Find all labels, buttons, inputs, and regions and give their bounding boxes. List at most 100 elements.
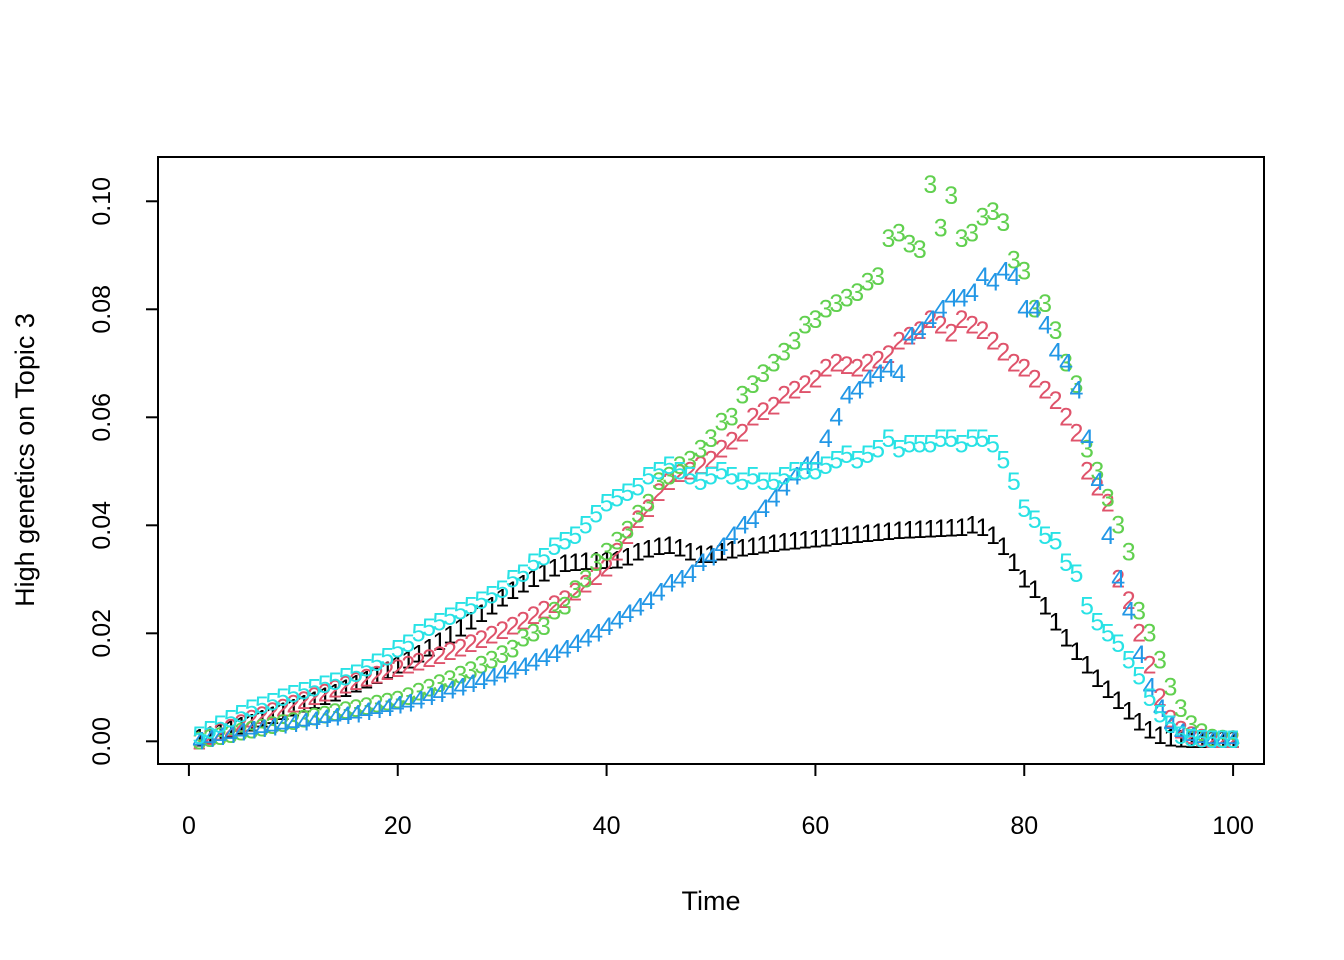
data-point-series-5: 5 xyxy=(673,457,687,485)
data-point-series-5: 5 xyxy=(464,592,478,620)
data-point-series-5: 5 xyxy=(902,430,916,458)
data-point-series-1: 1 xyxy=(882,518,896,546)
data-point-series-2: 2 xyxy=(537,597,551,625)
data-point-series-5: 5 xyxy=(840,441,854,469)
x-tick-label: 80 xyxy=(1010,812,1038,840)
data-point-series-3: 3 xyxy=(1111,511,1125,539)
data-point-series-3: 3 xyxy=(245,717,259,745)
data-point-series-3: 3 xyxy=(652,468,666,496)
data-point-series-3: 3 xyxy=(610,528,624,556)
data-point-series-5: 5 xyxy=(568,522,582,550)
data-point-series-4: 4 xyxy=(579,625,593,653)
data-point-series-1: 1 xyxy=(349,671,363,699)
data-point-series-3: 3 xyxy=(380,688,394,716)
data-point-series-4: 4 xyxy=(1153,695,1167,723)
data-point-series-2: 2 xyxy=(756,398,770,426)
data-point-series-1: 1 xyxy=(370,662,384,690)
data-point-series-4: 4 xyxy=(756,495,770,523)
data-point-series-1: 1 xyxy=(286,694,300,722)
y-tick-label: 0.10 xyxy=(88,177,116,226)
data-point-series-4: 4 xyxy=(746,506,760,534)
data-point-series-1: 1 xyxy=(527,565,541,593)
data-point-series-3: 3 xyxy=(1090,457,1104,485)
data-point-series-2: 2 xyxy=(224,714,238,742)
data-point-series-4: 4 xyxy=(1184,723,1198,751)
data-point-series-1: 1 xyxy=(192,725,206,753)
data-point-series-4: 4 xyxy=(683,560,697,588)
data-point-series-2: 2 xyxy=(1153,684,1167,712)
data-point-series-4: 4 xyxy=(370,696,384,724)
data-point-series-5: 5 xyxy=(349,660,363,688)
data-point-series-5: 5 xyxy=(1038,522,1052,550)
data-point-series-5: 5 xyxy=(1017,495,1031,523)
data-point-series-2: 2 xyxy=(318,679,332,707)
data-point-series-4: 4 xyxy=(641,587,655,615)
data-point-series-2: 2 xyxy=(286,691,300,719)
data-point-series-2: 2 xyxy=(495,617,509,645)
data-point-series-5: 5 xyxy=(401,630,415,658)
data-point-series-3: 3 xyxy=(506,636,520,664)
data-point-series-2: 2 xyxy=(725,428,739,456)
data-point-series-3: 3 xyxy=(422,674,436,702)
data-point-series-3: 3 xyxy=(412,679,426,707)
data-point-series-1: 1 xyxy=(537,559,551,587)
data-point-series-2: 2 xyxy=(339,672,353,700)
data-point-series-5: 5 xyxy=(976,425,990,453)
data-point-series-3: 3 xyxy=(767,349,781,377)
data-point-series-3: 3 xyxy=(276,710,290,738)
data-point-series-1: 1 xyxy=(714,538,728,566)
data-point-series-5: 5 xyxy=(255,692,269,720)
data-point-series-3: 3 xyxy=(1184,711,1198,739)
data-point-series-3: 3 xyxy=(882,225,896,253)
data-point-series-2: 2 xyxy=(923,306,937,334)
y-tick-label: 0.04 xyxy=(88,501,116,550)
data-point-series-4: 4 xyxy=(412,686,426,714)
data-point-series-2: 2 xyxy=(871,347,885,375)
data-point-series-4: 4 xyxy=(1090,468,1104,496)
data-point-series-3: 3 xyxy=(1174,695,1188,723)
data-point-series-4: 4 xyxy=(976,263,990,291)
y-axis-title: High genetics on Topic 3 xyxy=(10,313,40,607)
data-point-series-2: 2 xyxy=(902,322,916,350)
data-point-series-4: 4 xyxy=(714,533,728,561)
data-point-series-1: 1 xyxy=(433,628,447,656)
data-point-series-2: 2 xyxy=(673,460,687,488)
data-point-series-5: 5 xyxy=(1174,722,1188,750)
data-point-series-1: 1 xyxy=(495,585,509,613)
data-point-series-5: 5 xyxy=(506,565,520,593)
data-point-series-5: 5 xyxy=(1163,711,1177,739)
data-point-series-3: 3 xyxy=(934,214,948,242)
data-point-series-5: 5 xyxy=(1122,646,1136,674)
data-point-series-2: 2 xyxy=(203,723,217,751)
data-point-series-1: 1 xyxy=(276,698,290,726)
data-point-series-5: 5 xyxy=(631,474,645,502)
data-point-series-4: 4 xyxy=(265,713,279,741)
data-point-series-5: 5 xyxy=(1090,609,1104,637)
data-point-series-1: 1 xyxy=(641,536,655,564)
data-point-series-3: 3 xyxy=(1216,726,1230,754)
data-point-series-2: 2 xyxy=(913,317,927,345)
data-point-series-1: 1 xyxy=(339,675,353,703)
data-point-series-5: 5 xyxy=(735,468,749,496)
data-point-series-5: 5 xyxy=(621,479,635,507)
data-point-series-5: 5 xyxy=(756,468,770,496)
data-point-series-4: 4 xyxy=(882,355,896,383)
data-point-series-2: 2 xyxy=(1017,355,1031,383)
data-point-series-4: 4 xyxy=(850,376,864,404)
data-point-series-5: 5 xyxy=(882,425,896,453)
x-axis-title: Time xyxy=(682,886,741,916)
data-point-series-1: 1 xyxy=(1216,726,1230,754)
data-point-series-4: 4 xyxy=(359,698,373,726)
data-point-series-5: 5 xyxy=(923,430,937,458)
data-point-series-1: 1 xyxy=(777,529,791,557)
data-point-series-2: 2 xyxy=(683,457,697,485)
data-point-series-5: 5 xyxy=(913,430,927,458)
data-point-series-3: 3 xyxy=(1080,436,1094,464)
data-point-series-4: 4 xyxy=(694,549,708,577)
data-point-series-1: 1 xyxy=(1195,726,1209,754)
data-point-series-1: 1 xyxy=(725,537,739,565)
data-point-series-4: 4 xyxy=(213,723,227,751)
y-tick-label: 0.02 xyxy=(88,609,116,658)
data-point-series-5: 5 xyxy=(339,664,353,692)
data-point-series-1: 1 xyxy=(631,538,645,566)
